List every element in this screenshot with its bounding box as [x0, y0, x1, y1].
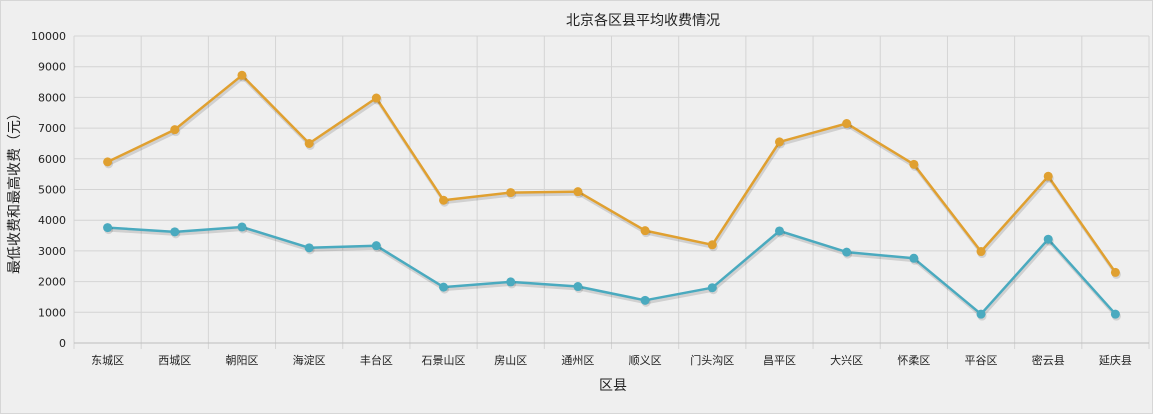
- y-tick-label: 3000: [38, 245, 66, 258]
- data-point[interactable]: [506, 188, 516, 198]
- data-point[interactable]: [909, 159, 919, 169]
- series-1: [103, 70, 1121, 279]
- data-point[interactable]: [439, 195, 449, 205]
- x-tick-label: 石景山区: [422, 354, 466, 367]
- data-point[interactable]: [170, 227, 180, 237]
- x-tick-label: 平谷区: [965, 354, 998, 367]
- x-axis-label: 区县: [599, 378, 627, 394]
- y-axis-ticks: 0 1000 2000 3000 4000 5000 6000 7000 8000 9000 100…: [31, 30, 66, 350]
- data-point[interactable]: [976, 309, 986, 319]
- data-point[interactable]: [573, 282, 583, 292]
- x-tick-label: 朝阳区: [225, 354, 258, 367]
- data-point[interactable]: [237, 222, 247, 232]
- data-point[interactable]: [707, 283, 717, 293]
- series-line: [107, 225, 1117, 316]
- series-2: [103, 222, 1121, 321]
- series-lines: [103, 70, 1121, 321]
- x-tick-label: 门头沟区: [690, 353, 734, 367]
- data-point[interactable]: [774, 137, 784, 147]
- data-point[interactable]: [237, 70, 247, 80]
- y-tick-label: 1000: [38, 306, 66, 319]
- data-point[interactable]: [506, 277, 516, 287]
- data-point[interactable]: [842, 247, 852, 257]
- y-tick-label: 0: [59, 337, 66, 350]
- data-point[interactable]: [304, 243, 314, 253]
- data-point[interactable]: [1110, 309, 1120, 319]
- x-tick-label: 西城区: [158, 354, 191, 367]
- y-tick-label: 7000: [38, 122, 66, 135]
- data-point[interactable]: [909, 253, 919, 263]
- x-tick-label: 延庆县: [1099, 353, 1132, 367]
- x-tick-label: 怀柔区: [897, 354, 930, 367]
- x-tick-label: 大兴区: [830, 353, 863, 367]
- data-point[interactable]: [371, 93, 381, 103]
- chart-title: 北京各区县平均收费情况: [566, 13, 720, 29]
- x-tick-label: 昌平区: [763, 354, 796, 367]
- data-point[interactable]: [1043, 171, 1053, 181]
- y-tick-label: 5000: [38, 184, 66, 197]
- data-point[interactable]: [170, 125, 180, 135]
- data-point[interactable]: [640, 295, 650, 305]
- data-point[interactable]: [774, 226, 784, 236]
- grid: [73, 35, 1150, 349]
- x-tick-label: 海淀区: [293, 353, 326, 367]
- x-tick-label: 顺义区: [629, 354, 662, 367]
- x-tick-label: 丰台区: [360, 353, 393, 367]
- data-point[interactable]: [371, 241, 381, 251]
- data-point[interactable]: [439, 282, 449, 292]
- y-tick-label: 9000: [38, 61, 66, 74]
- x-tick-label: 密云县: [1032, 353, 1065, 367]
- x-tick-label: 房山区: [494, 354, 527, 367]
- y-tick-label: 2000: [38, 276, 66, 289]
- x-tick-label: 通州区: [561, 354, 594, 367]
- data-point[interactable]: [103, 223, 113, 233]
- y-tick-label: 6000: [38, 153, 66, 166]
- x-axis-ticks: 东城区 西城区 朝阳区 海淀区 丰台区 石景山区 房山区 通州区 顺义区 门头沟区 昌平区 大兴区 怀柔…: [91, 353, 1132, 367]
- data-point[interactable]: [1043, 234, 1053, 244]
- series-line: [107, 74, 1117, 274]
- data-point[interactable]: [1110, 267, 1120, 277]
- series-line-shadow: [108, 227, 1118, 319]
- y-tick-label: 4000: [38, 214, 66, 227]
- y-axis-label: 最低收费和最高收费（元）: [6, 106, 23, 274]
- data-point[interactable]: [573, 187, 583, 197]
- data-point[interactable]: [103, 157, 113, 167]
- data-point[interactable]: [842, 118, 852, 128]
- data-point[interactable]: [640, 226, 650, 236]
- y-tick-label: 10000: [31, 30, 66, 43]
- y-tick-label: 8000: [38, 91, 66, 104]
- data-point[interactable]: [976, 247, 986, 257]
- x-tick-label: 东城区: [91, 354, 124, 367]
- series-line-shadow: [107, 75, 1118, 276]
- data-point[interactable]: [707, 240, 717, 250]
- data-point[interactable]: [304, 138, 314, 148]
